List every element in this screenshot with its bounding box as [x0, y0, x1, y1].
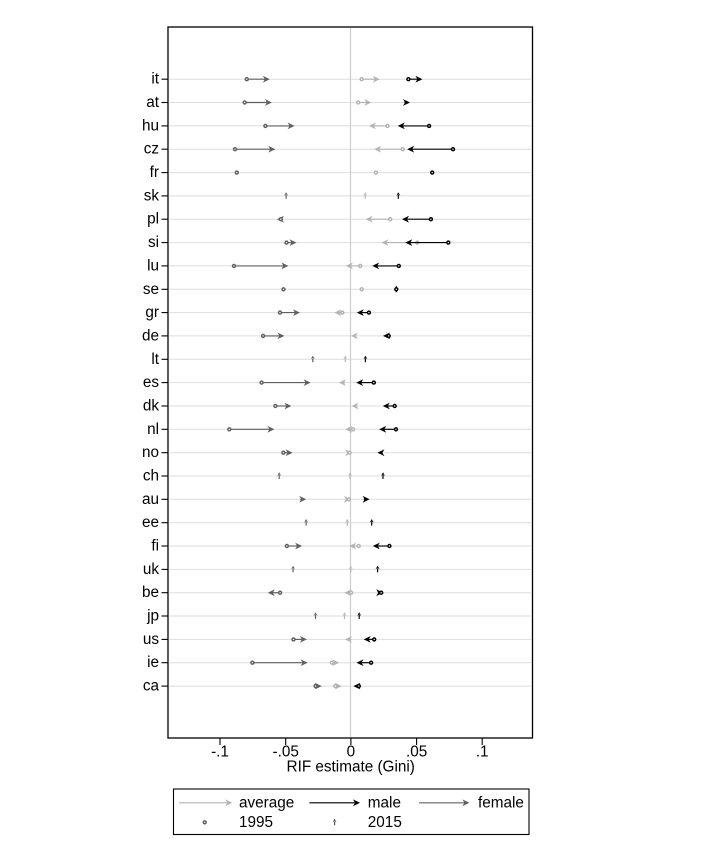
- svg-text:male: male: [368, 794, 401, 811]
- svg-text:de: de: [142, 327, 159, 344]
- svg-text:lu: lu: [147, 257, 159, 274]
- svg-text:-.05: -.05: [273, 744, 299, 761]
- svg-text:si: si: [148, 234, 159, 251]
- svg-text:gr: gr: [145, 304, 159, 321]
- svg-text:0: 0: [347, 744, 356, 761]
- svg-text:es: es: [143, 374, 160, 391]
- svg-text:ch: ch: [143, 468, 159, 485]
- svg-text:jp: jp: [146, 608, 159, 625]
- svg-text:nl: nl: [147, 421, 159, 438]
- svg-text:1995: 1995: [239, 814, 273, 831]
- svg-text:cz: cz: [144, 141, 159, 158]
- svg-text:fi: fi: [151, 538, 159, 555]
- svg-text:pl: pl: [147, 211, 159, 228]
- svg-text:lt: lt: [151, 351, 159, 368]
- svg-text:-.1: -.1: [211, 744, 229, 761]
- svg-text:us: us: [143, 631, 160, 648]
- svg-text:it: it: [151, 71, 159, 88]
- svg-text:dk: dk: [143, 398, 160, 415]
- svg-text:female: female: [478, 794, 524, 811]
- svg-text:ca: ca: [143, 678, 160, 695]
- svg-text:sk: sk: [144, 187, 160, 204]
- svg-text:ee: ee: [142, 514, 159, 531]
- svg-text:ie: ie: [147, 654, 159, 671]
- svg-text:no: no: [142, 444, 159, 461]
- svg-text:.1: .1: [476, 744, 489, 761]
- svg-text:RIF estimate (Gini): RIF estimate (Gini): [287, 759, 415, 776]
- svg-text:se: se: [143, 281, 159, 298]
- svg-text:2015: 2015: [368, 814, 402, 831]
- svg-text:hu: hu: [142, 117, 159, 134]
- svg-text:au: au: [142, 491, 159, 508]
- svg-text:be: be: [142, 584, 159, 601]
- svg-text:fr: fr: [150, 164, 159, 181]
- svg-text:uk: uk: [143, 561, 160, 578]
- svg-text:.05: .05: [406, 744, 427, 761]
- svg-text:average: average: [239, 794, 294, 811]
- svg-text:at: at: [146, 94, 160, 111]
